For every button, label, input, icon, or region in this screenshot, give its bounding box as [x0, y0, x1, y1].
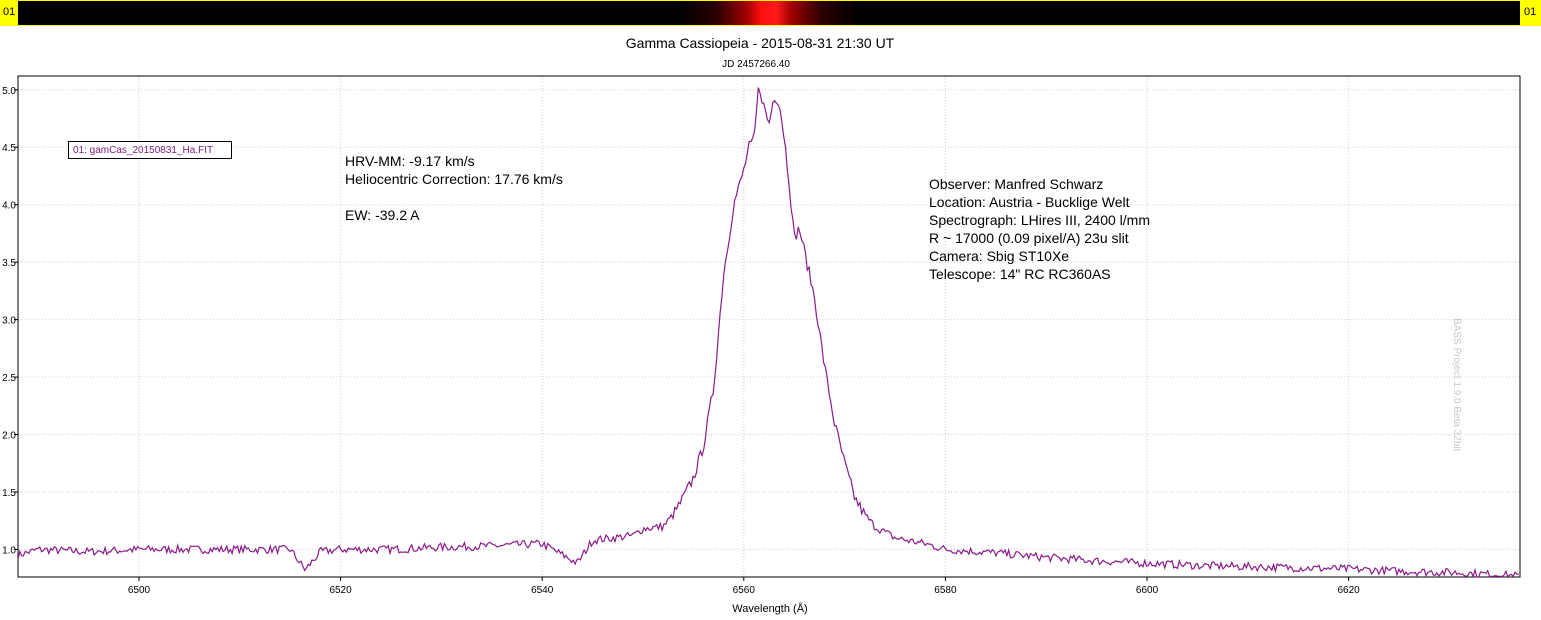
y-tick-label: 5.0	[2, 86, 16, 97]
y-tick-label: 2.5	[2, 373, 16, 384]
x-tick-label: 6520	[329, 585, 352, 596]
helio-text: Heliocentric Correction: 17.76 km/s	[345, 171, 563, 187]
y-tick-label: 4.5	[2, 143, 16, 154]
x-tick-label: 6540	[531, 585, 554, 596]
x-tick-label: 6580	[934, 585, 957, 596]
series-line	[17, 87, 1519, 579]
x-tick-label: 6600	[1136, 585, 1159, 596]
spectrograph-text: Spectrograph: LHires III, 2400 l/mm	[929, 212, 1150, 228]
rv-annotation: HRV-MM: -9.17 km/s Heliocentric Correctio…	[345, 152, 563, 224]
ew-text: EW: -39.2 A	[345, 207, 420, 223]
y-tick-label: 1.0	[2, 545, 16, 556]
x-tick-label: 6620	[1338, 585, 1361, 596]
chart-title: Gamma Cassiopeia - 2015-08-31 21:30 UT	[626, 35, 895, 51]
legend-entry: 01: gamCas_20150831_Ha.FIT	[68, 141, 232, 159]
y-tick-label: 4.0	[2, 201, 16, 212]
y-tick-label: 1.5	[2, 488, 16, 499]
x-tick-label: 6560	[733, 585, 756, 596]
observer-text: Observer: Manfred Schwarz	[929, 176, 1104, 192]
y-tick-label: 2.0	[2, 431, 16, 442]
resolution-text: R ~ 17000 (0.09 pixel/A) 23u slit	[929, 230, 1129, 246]
strip-left-label: 01	[3, 6, 16, 18]
y-tick-label: 3.5	[2, 258, 16, 269]
telescope-text: Telescope: 14" RC RC360AS	[929, 266, 1111, 282]
hrv-text: HRV-MM: -9.17 km/s	[345, 153, 475, 169]
strip-right-label: 01	[1524, 6, 1537, 18]
camera-text: Camera: Sbig ST10Xe	[929, 248, 1070, 264]
blank-line	[345, 188, 563, 206]
spectrum-strip-image	[18, 1, 1520, 25]
spectrum-strip: 01 01	[0, 0, 1541, 26]
location-text: Location: Austria - Bucklige Welt	[929, 194, 1130, 210]
y-tick-label: 3.0	[2, 316, 16, 327]
chart-subtitle: JD 2457266.40	[722, 59, 790, 70]
plot-frame	[17, 75, 1521, 578]
observation-annotation: Observer: Manfred Schwarz Location: Austr…	[929, 175, 1150, 283]
software-watermark: BASS Project 1.9.0 Beta 32bit	[1451, 318, 1462, 452]
x-tick-label: 6500	[128, 585, 151, 596]
x-axis-label: Wavelength (Å)	[732, 602, 807, 615]
